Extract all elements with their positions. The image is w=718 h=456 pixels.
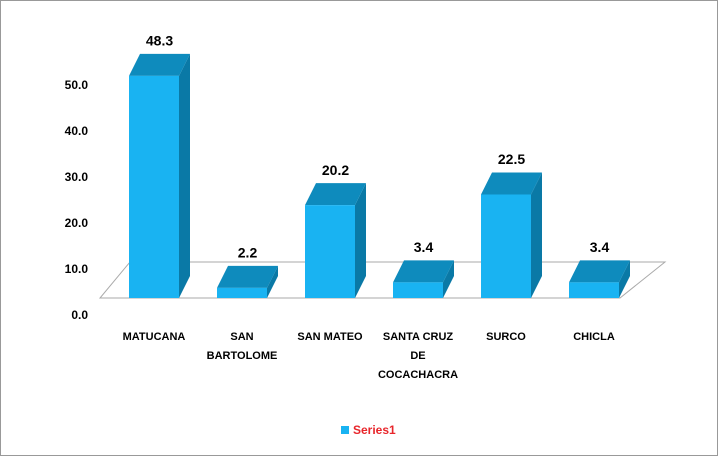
data-label: 2.2 [238, 245, 258, 261]
bar-front [569, 282, 619, 298]
y-tick-label: 20.0 [65, 216, 89, 230]
bar-top [481, 172, 542, 195]
bar-front [481, 194, 531, 298]
bar-top [569, 260, 630, 283]
x-tick-label: SURCO [486, 331, 526, 343]
x-tick-label: CHICLA [573, 331, 615, 343]
bar-top [393, 260, 454, 283]
y-tick-label: 30.0 [65, 170, 89, 184]
x-tick-label: SANTA CRUZ DE COCACHACRA [377, 331, 459, 381]
bar [569, 260, 630, 298]
x-tick-label: SAN BARTOLOME [206, 331, 278, 362]
bar-side [355, 183, 366, 298]
x-tick-label: MATUCANA [122, 331, 186, 343]
y-tick-label: 0.0 [71, 308, 88, 322]
data-label: 22.5 [498, 151, 525, 167]
bar-side [179, 53, 190, 298]
bar-front [217, 287, 267, 298]
y-tick-label: 50.0 [65, 78, 89, 92]
bar-front [305, 205, 355, 298]
bar [393, 260, 454, 298]
data-label: 48.3 [146, 33, 173, 49]
bar-side [443, 260, 454, 298]
bar [305, 183, 366, 298]
data-label: 3.4 [590, 239, 610, 255]
bar [481, 172, 542, 298]
bar-front [129, 75, 179, 298]
data-label: 20.2 [322, 162, 349, 178]
bar-side [267, 265, 278, 298]
bar-top [305, 183, 366, 206]
x-tick-label: SAN MATEO [297, 331, 363, 343]
data-label: 3.4 [414, 239, 434, 255]
legend-label: Series1 [353, 423, 396, 437]
bar [217, 265, 278, 298]
bar-side [531, 172, 542, 298]
y-tick-label: 40.0 [65, 124, 89, 138]
bar [129, 53, 190, 298]
bar-top [129, 53, 190, 76]
bar-front [393, 282, 443, 298]
y-tick-label: 10.0 [65, 262, 89, 276]
bar-top [217, 265, 278, 288]
legend-marker [341, 426, 349, 434]
bar-side [619, 260, 630, 298]
